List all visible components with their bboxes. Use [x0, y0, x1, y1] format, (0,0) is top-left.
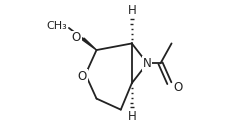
Text: O: O: [77, 70, 87, 83]
Text: N: N: [143, 57, 152, 70]
Text: H: H: [127, 4, 136, 17]
Text: H: H: [127, 110, 136, 123]
Text: O: O: [72, 31, 81, 44]
Polygon shape: [82, 38, 96, 50]
Text: O: O: [174, 81, 183, 94]
Text: CH₃: CH₃: [46, 21, 67, 31]
